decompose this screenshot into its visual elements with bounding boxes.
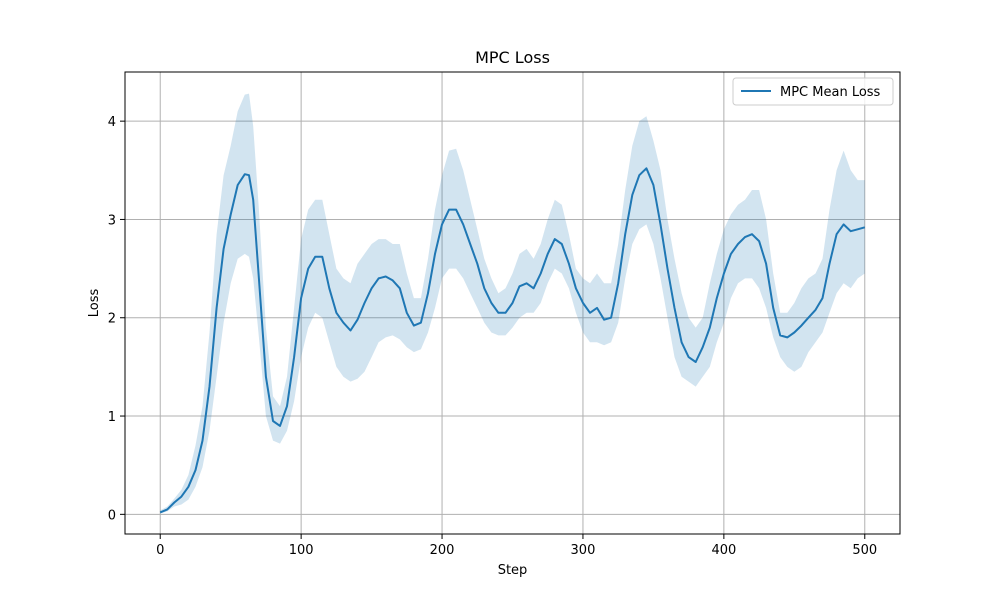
series-line-mpc-mean-loss (159, 167, 866, 514)
x-tick-label: 100 (289, 543, 314, 558)
x-axis-label: Step (498, 563, 528, 578)
y-tick-label: 4 (108, 115, 116, 130)
x-axis-ticks: 0 100 200 300 400 500 (156, 534, 877, 558)
legend-box (732, 77, 894, 106)
x-tick-label: 300 (571, 543, 596, 558)
legend-entry-label: MPC Mean Loss (780, 85, 881, 100)
series-line-layer (159, 167, 866, 514)
y-tick-label: 0 (108, 508, 116, 523)
y-axis-ticks: 0 1 2 3 4 (108, 115, 125, 523)
grid (125, 72, 900, 534)
chart-title: MPC Loss (475, 48, 550, 67)
y-axis-label: Loss (87, 289, 102, 318)
x-tick-label: 200 (430, 543, 455, 558)
legend: MPC Mean Loss (732, 77, 894, 106)
y-tick-label: 2 (108, 312, 116, 327)
x-tick-label: 400 (711, 543, 736, 558)
y-tick-label: 1 (108, 410, 116, 425)
plot-frame (124, 71, 901, 535)
x-tick-label: 0 (156, 543, 164, 558)
y-tick-label: 3 (108, 213, 116, 228)
x-tick-label: 500 (852, 543, 877, 558)
